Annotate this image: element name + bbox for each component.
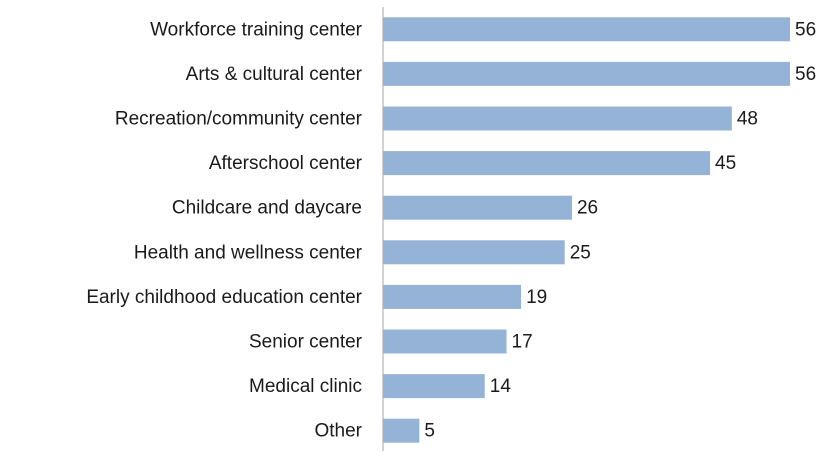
data-label: 45 — [715, 153, 736, 174]
y-tick-label: Early childhood education center — [86, 287, 362, 308]
data-label: 19 — [526, 287, 547, 308]
data-label: 48 — [737, 109, 758, 130]
data-label: 14 — [490, 376, 512, 397]
bar — [383, 418, 420, 443]
data-label: 26 — [577, 198, 598, 219]
y-tick-label: Arts & cultural center — [186, 64, 363, 85]
y-tick-label: Afterschool center — [209, 153, 363, 174]
bar — [383, 61, 790, 86]
bar — [383, 151, 711, 176]
bar — [383, 329, 507, 354]
y-tick-label: Other — [314, 421, 362, 442]
y-tick-label: Workforce training center — [150, 19, 363, 40]
y-tick-label: Health and wellness center — [134, 242, 363, 263]
data-label: 17 — [512, 332, 533, 353]
data-label: 5 — [424, 421, 435, 442]
data-label: 25 — [570, 242, 591, 263]
bar — [383, 195, 572, 220]
bar — [383, 17, 790, 42]
bar — [383, 240, 565, 265]
bar — [383, 106, 732, 131]
bar — [383, 284, 522, 309]
y-tick-label: Recreation/community center — [115, 109, 363, 130]
y-tick-label: Senior center — [249, 332, 363, 353]
data-label: 56 — [795, 19, 816, 40]
y-tick-label: Medical clinic — [249, 376, 362, 397]
y-tick-label: Childcare and daycare — [172, 198, 362, 219]
bar — [383, 374, 485, 399]
data-label: 56 — [795, 64, 816, 85]
